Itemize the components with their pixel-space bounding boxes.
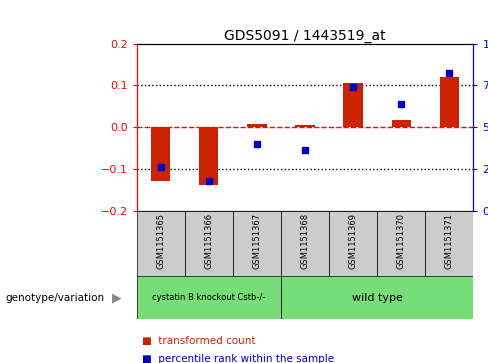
Text: cystatin B knockout Cstb-/-: cystatin B knockout Cstb-/- bbox=[152, 293, 265, 302]
Text: ▶: ▶ bbox=[112, 291, 122, 304]
Text: GSM1151369: GSM1151369 bbox=[348, 212, 358, 269]
FancyBboxPatch shape bbox=[233, 211, 281, 276]
Text: ■  percentile rank within the sample: ■ percentile rank within the sample bbox=[142, 354, 334, 363]
Bar bbox=[199, 127, 219, 185]
Text: GSM1151365: GSM1151365 bbox=[156, 212, 165, 269]
FancyBboxPatch shape bbox=[185, 211, 233, 276]
FancyBboxPatch shape bbox=[281, 276, 473, 319]
Bar bbox=[440, 77, 459, 127]
Text: GSM1151370: GSM1151370 bbox=[397, 212, 406, 269]
Text: GSM1151371: GSM1151371 bbox=[445, 212, 454, 269]
FancyBboxPatch shape bbox=[425, 211, 473, 276]
Text: genotype/variation: genotype/variation bbox=[5, 293, 104, 303]
Text: ■  transformed count: ■ transformed count bbox=[142, 336, 255, 346]
Bar bbox=[247, 124, 266, 127]
FancyBboxPatch shape bbox=[281, 211, 329, 276]
FancyBboxPatch shape bbox=[137, 211, 185, 276]
FancyBboxPatch shape bbox=[377, 211, 425, 276]
Text: GSM1151366: GSM1151366 bbox=[204, 212, 213, 269]
Bar bbox=[391, 121, 411, 127]
FancyBboxPatch shape bbox=[137, 276, 281, 319]
FancyBboxPatch shape bbox=[329, 211, 377, 276]
Text: GSM1151368: GSM1151368 bbox=[301, 212, 309, 269]
Bar bbox=[295, 125, 315, 127]
Title: GDS5091 / 1443519_at: GDS5091 / 1443519_at bbox=[224, 29, 386, 42]
Bar bbox=[151, 127, 170, 182]
Bar bbox=[344, 83, 363, 127]
Text: GSM1151367: GSM1151367 bbox=[252, 212, 262, 269]
Text: wild type: wild type bbox=[352, 293, 403, 303]
